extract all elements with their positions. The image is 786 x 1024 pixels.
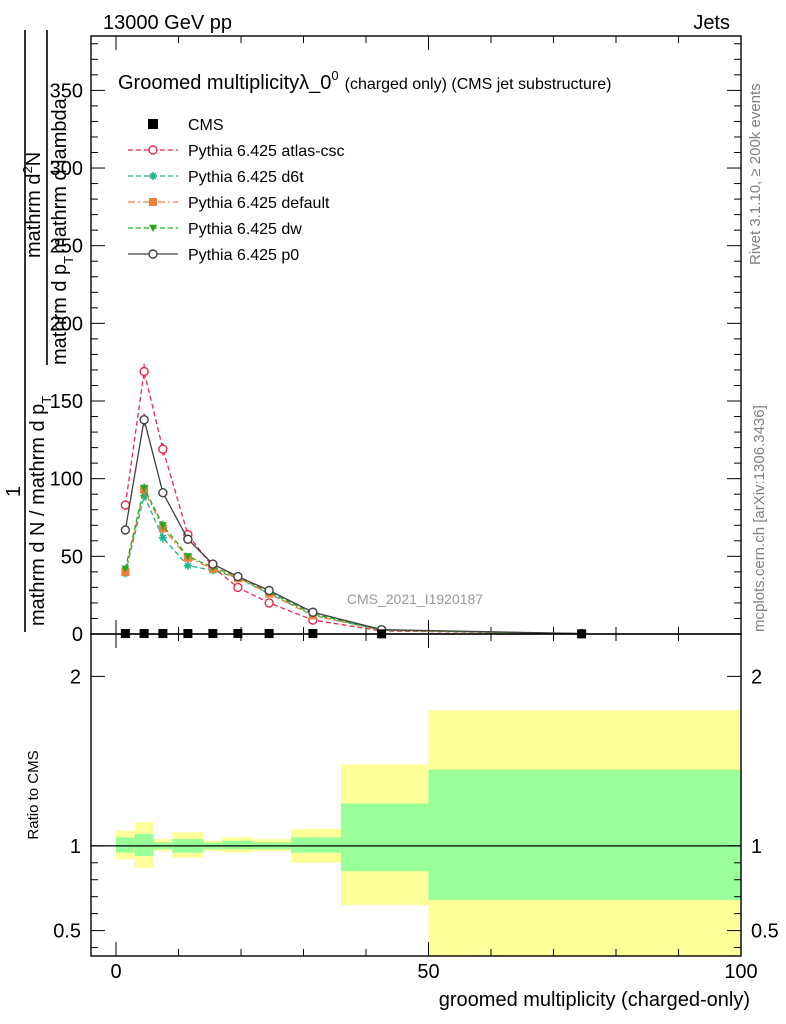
ylabel-denominator: mathrm d pTmathrm d lambda — [49, 97, 76, 365]
legend-label: Pythia 6.425 p0 — [188, 247, 299, 264]
ratio-y-tick-label-right: 0.5 — [751, 921, 779, 943]
main-y-tick-labels: 0 50 100 150 200 250 300 350 — [50, 80, 83, 646]
series-line — [124, 419, 582, 635]
legend-label: Pythia 6.425 dw — [188, 221, 302, 238]
y-tick-label: 0 — [72, 624, 83, 646]
legend-label: Pythia 6.425 d6t — [188, 169, 304, 186]
ratio-plot-frame — [90, 633, 742, 957]
mcplots-credit-label: mcplots.cern.ch [arXiv:1306.3436] — [751, 405, 768, 632]
main-plot-panel: 0 50 100 150 200 250 300 350 Groomed multiplici… — [50, 35, 742, 646]
series-pythia-6-425-default — [121, 484, 586, 638]
y-tick-label: 50 — [61, 546, 83, 568]
legend-entry: Pythia 6.425 atlas-csc — [128, 143, 345, 160]
y-tick-label: 200 — [50, 313, 83, 335]
data-point — [120, 525, 131, 535]
data-point — [208, 559, 218, 569]
x-tick-label: 50 — [417, 961, 439, 983]
ratio-y-tick-label-right: 2 — [751, 666, 762, 688]
x-tick-label: 0 — [110, 961, 121, 983]
legend-entry: CMS — [148, 117, 224, 134]
y-tick-label: 350 — [50, 80, 83, 102]
data-point — [140, 491, 149, 500]
legend-label: CMS — [188, 117, 224, 134]
stat-uncertainty-band — [116, 837, 135, 853]
data-point — [308, 607, 318, 617]
legend-entry: Pythia 6.425 d6t — [128, 169, 304, 186]
legend-entry: Pythia 6.425 dw — [128, 221, 302, 238]
ylabel-outer-denominator: mathrm d N / mathrm d pT — [27, 396, 54, 626]
ylabel-one: 1 — [3, 486, 25, 497]
header-energy-label: 13000 GeV pp — [103, 12, 232, 34]
main-y-axis-label: mathrm d2N mathrm d pTmathrm d lambda 1 … — [3, 30, 76, 632]
ratio-y-tick-label-right: 1 — [751, 836, 762, 858]
stat-uncertainty-band — [222, 840, 254, 850]
data-point — [183, 553, 192, 561]
data-point — [139, 414, 149, 425]
series-line — [124, 487, 582, 635]
legend-marker — [149, 198, 157, 206]
data-point — [183, 534, 193, 544]
data-point — [183, 561, 192, 570]
legend: CMS Pythia 6.425 atlas-csc Pythia 6.425 d6… — [128, 117, 345, 264]
ratio-y-tick-labels: 0.5 0.5 1 1 2 2 — [53, 666, 779, 942]
data-point — [121, 565, 130, 573]
main-plot-title: Groomed multiplicityλ_00(charged only) (… — [118, 68, 611, 94]
x-axis-label: groomed multiplicity (charged-only) — [439, 989, 750, 1011]
y-tick-label: 300 — [50, 158, 83, 180]
series-pythia-6-425-d6t — [121, 491, 586, 638]
data-point — [158, 522, 167, 530]
y-tick-label: 100 — [50, 469, 83, 491]
legend-marker — [149, 172, 157, 180]
legend-label: Pythia 6.425 default — [188, 195, 330, 212]
ratio-y-tick-label: 1 — [70, 836, 81, 858]
stat-uncertainty-band — [291, 837, 341, 853]
x-tick-labels: 0 50 100 — [110, 961, 757, 983]
data-point — [120, 500, 131, 510]
legend-marker — [148, 249, 158, 259]
data-point — [158, 487, 168, 498]
stat-uncertainty-band — [341, 803, 429, 872]
data-point — [158, 444, 168, 454]
legend-marker — [149, 224, 157, 232]
ratio-y-tick-label: 2 — [70, 666, 81, 688]
stat-uncertainty-band — [134, 833, 154, 857]
data-point — [264, 585, 274, 596]
legend-entry: Pythia 6.425 default — [128, 195, 330, 212]
legend-marker — [148, 145, 158, 155]
y-tick-label: 150 — [50, 391, 83, 413]
data-point — [233, 571, 243, 582]
rivet-version-label: Rivet 3.1.10, ≥ 200k events — [747, 83, 764, 265]
series-line — [124, 371, 582, 635]
ratio-plot-panel: 0.5 0.5 1 1 2 2 0 50 100 Ratio to CMS groomed m… — [25, 633, 779, 1011]
ratio-uncertainty-bands — [116, 710, 741, 956]
ratio-y-axis-label: Ratio to CMS — [25, 750, 42, 839]
x-tick-label: 100 — [724, 961, 757, 983]
data-point — [264, 598, 274, 608]
analysis-watermark: CMS_2021_I1920187 — [347, 591, 483, 607]
y-tick-label: 250 — [50, 236, 83, 258]
series-line — [124, 486, 582, 635]
header-process-label: Jets — [693, 12, 730, 34]
series-line — [124, 493, 582, 635]
ylabel-numerator: mathrm d2N — [20, 152, 45, 258]
data-point — [139, 366, 149, 377]
stat-uncertainty-band — [428, 769, 741, 901]
data-point — [233, 582, 243, 593]
legend-label: Pythia 6.425 atlas-csc — [188, 143, 345, 160]
ratio-y-tick-label: 0.5 — [53, 921, 81, 943]
legend-marker — [148, 119, 158, 129]
data-point — [140, 484, 149, 492]
data-point — [158, 533, 167, 542]
legend-entry: Pythia 6.425 p0 — [128, 247, 299, 264]
